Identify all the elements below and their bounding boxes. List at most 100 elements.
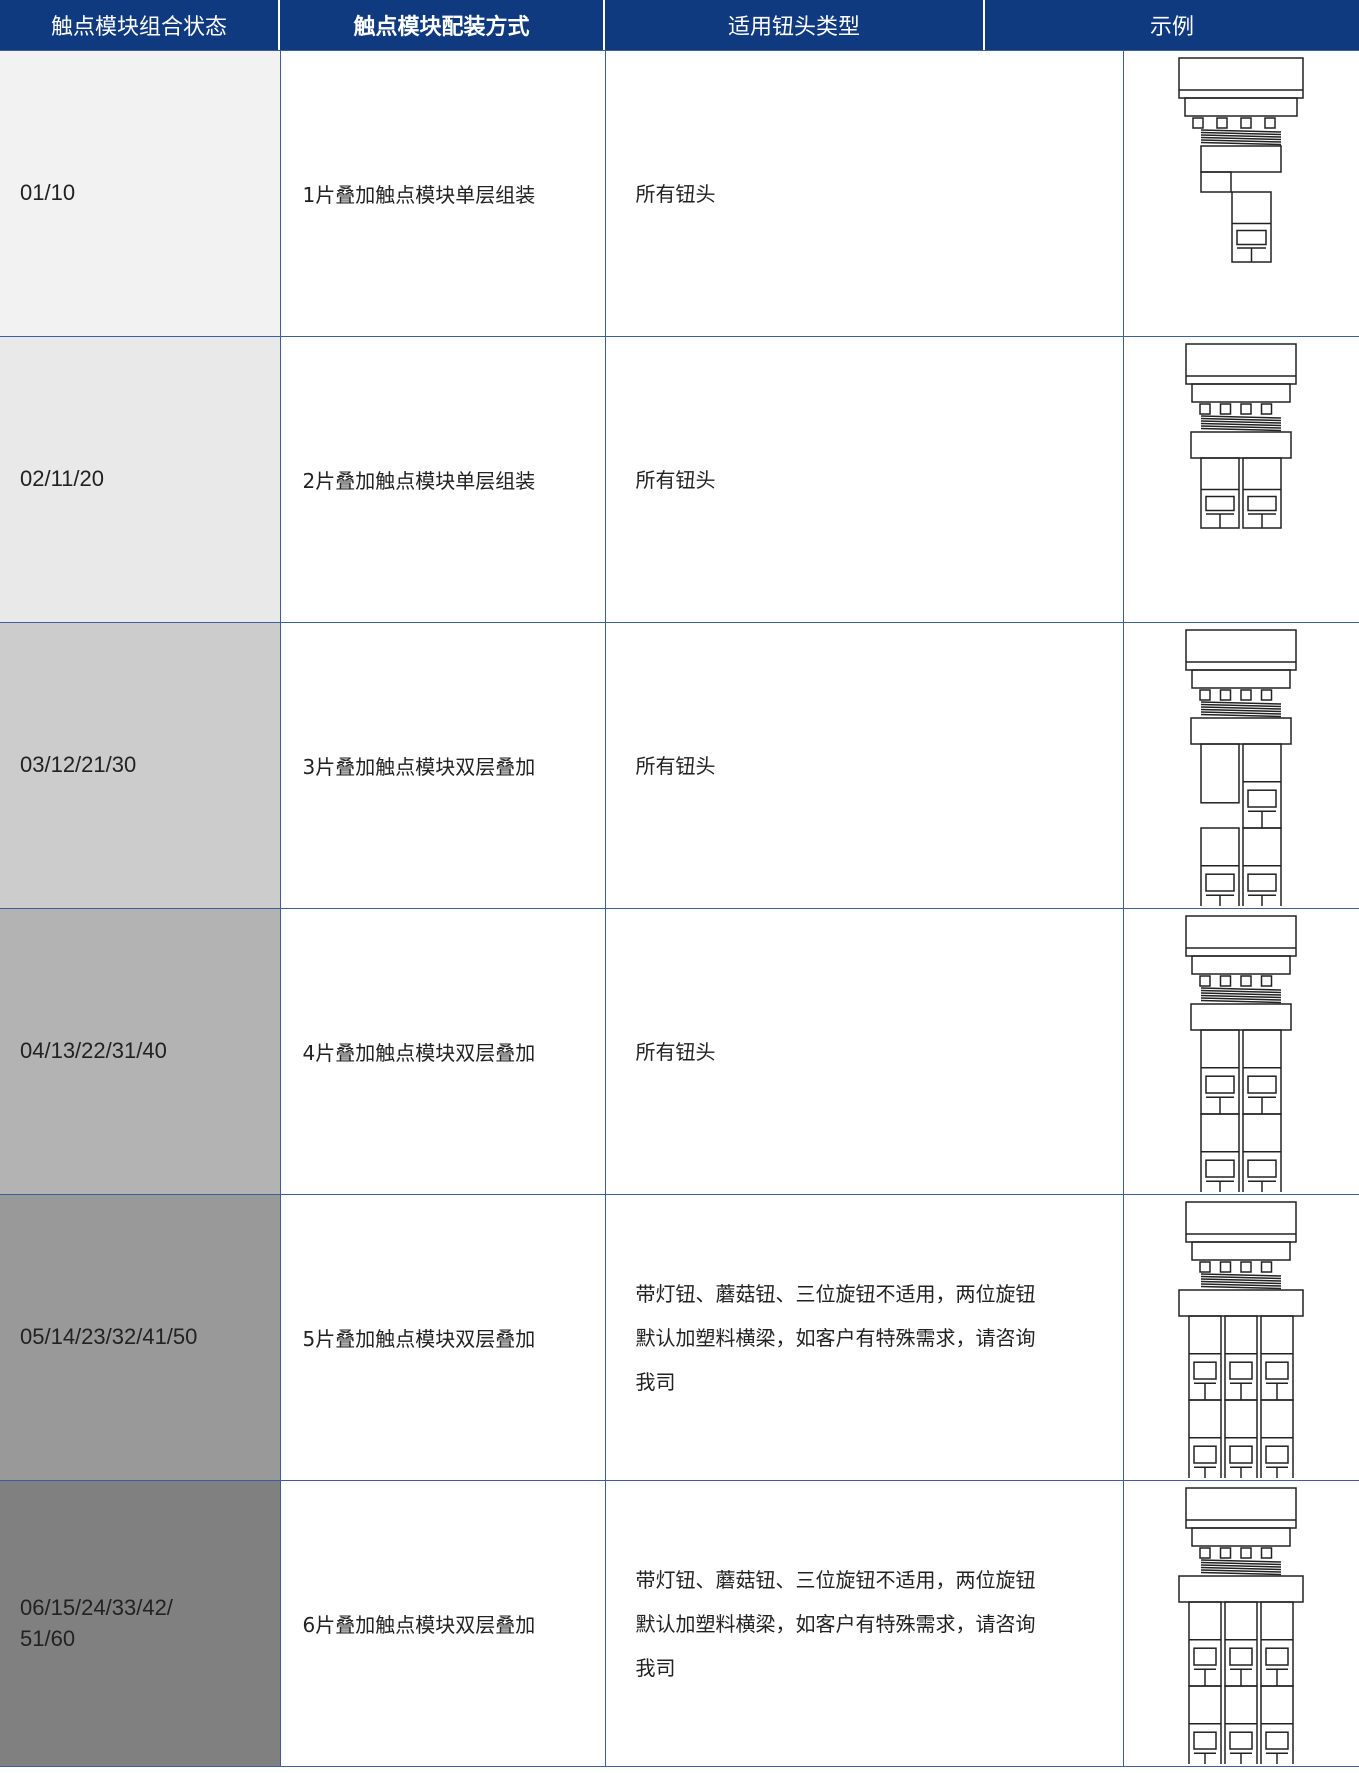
outline [1220,1260,1232,1273]
outline [1265,1646,1289,1666]
cell-text: 所有钮头 [635,1039,716,1064]
cell: 01/10 [0,50,281,337]
outline [1201,419,1282,424]
outline [1201,700,1282,705]
cell-text: 所有钮头 [635,467,716,492]
cell [1122,908,1359,1195]
outline [1201,417,1282,421]
outline [1201,414,1282,419]
outline [1247,1158,1277,1178]
cell-text: 所有钮头 [635,753,716,778]
outline [1240,974,1252,987]
cell: 带灯钮、蘑菇钮、三位旋钮不适用，两位旋钮默认加塑料横梁，如客户有特殊需求，请咨询… [604,1480,1124,1767]
outline [1205,872,1235,892]
outline [1201,1280,1282,1284]
outline [1188,1684,1222,1764]
outline [1199,402,1211,415]
outline [1224,1684,1258,1764]
outline [1201,708,1282,712]
table: 01/10 1片叠加触点模块单层组装 所有钮头 02/11/20 2片叠加触点模块单层组… [0,50,1359,1767]
outline [1200,1112,1240,1192]
table-row: 05/14/23/32/41/50 5片叠加触点模块双层叠加 带灯钮、蘑菇钮、三位旋… [0,1194,1359,1481]
outline [1261,1546,1273,1559]
header-cell: 适用钮头类型 [605,0,985,50]
cell [1122,1480,1359,1767]
cell: 所有钮头 [604,622,1124,909]
outline [1220,1546,1232,1559]
cell: 03/12/21/30 [0,622,281,909]
outline [1216,116,1228,129]
outline [1220,688,1232,701]
outline [1188,1398,1222,1478]
outline [1201,422,1282,426]
header-cell: 示例 [1149,15,1194,40]
cell: 06/15/24/33/42/ 51/60 [0,1480,281,1767]
outline [1201,424,1282,429]
outline [1184,96,1298,117]
table-header: 触点模块组合状态 触点模块配装方式 适用钮头类型 示例 [0,0,1359,50]
outline [1200,144,1282,173]
outline [1242,826,1282,906]
outline [1229,1360,1253,1380]
outline [1265,1360,1289,1380]
outline [1240,1546,1252,1559]
cell: 所有钮头 [604,336,1124,623]
outline [1201,1571,1282,1575]
outline [1205,495,1235,511]
outline [1229,1444,1253,1464]
cell: 所有钮头 [604,908,1124,1195]
outline [1193,1730,1217,1750]
cell: 带灯钮、蘑菇钮、三位旋钮不适用，两位旋钮默认加塑料横梁，如客户有特殊需求，请咨询… [604,1194,1124,1481]
outline [1265,1730,1289,1750]
cell: 6片叠加触点模块双层叠加 [279,1480,606,1767]
cell: 02/11/20 [0,336,281,623]
outline [1201,713,1282,717]
outline [1185,342,1297,385]
outline [1264,116,1276,129]
outline [1247,1074,1277,1094]
outline [1201,427,1282,431]
outline [1260,1398,1294,1478]
illustration [1178,1486,1304,1764]
outline [1261,688,1273,701]
outline [1199,1260,1211,1273]
outline [1247,788,1277,808]
outline [1201,710,1282,715]
cell: 04/13/22/31/40 [0,908,281,1195]
table-row: 02/11/20 2片叠加触点模块单层组装 所有钮头 [0,336,1359,623]
outline [1201,705,1282,710]
outline [1192,116,1204,129]
outline [1205,1158,1235,1178]
illustration [1178,1200,1304,1478]
outline [1201,996,1282,1001]
outline [1201,131,1282,135]
table-row: 04/13/22/31/40 4片叠加触点模块双层叠加 所有钮头 [0,908,1359,1195]
outline [1185,628,1297,671]
outline [1190,430,1292,459]
outline [1242,1112,1282,1192]
outline [1201,1275,1282,1279]
outline [1247,495,1277,511]
cell [1122,336,1359,623]
outline [1205,1074,1235,1094]
cell-text: 带灯钮、蘑菇钮、三位旋钮不适用，两位旋钮默认加塑料横梁，如客户有特殊需求，请咨询… [635,1567,1036,1680]
outline [1201,1558,1282,1563]
cell: 1片叠加触点模块单层组装 [279,50,606,337]
outline [1201,1566,1282,1570]
outline [1199,688,1211,701]
outline [1201,703,1282,707]
outline [1201,1568,1282,1573]
outline [1201,986,1282,991]
outline [1200,170,1232,193]
cell: 4片叠加触点模块双层叠加 [279,908,606,1195]
outline [1200,742,1240,804]
outline [1191,1526,1291,1547]
outline [1201,1563,1282,1568]
outline [1178,56,1304,99]
outline [1240,688,1252,701]
outline [1261,974,1273,987]
outline [1240,1260,1252,1273]
outline [1199,974,1211,987]
outline [1191,1240,1291,1261]
